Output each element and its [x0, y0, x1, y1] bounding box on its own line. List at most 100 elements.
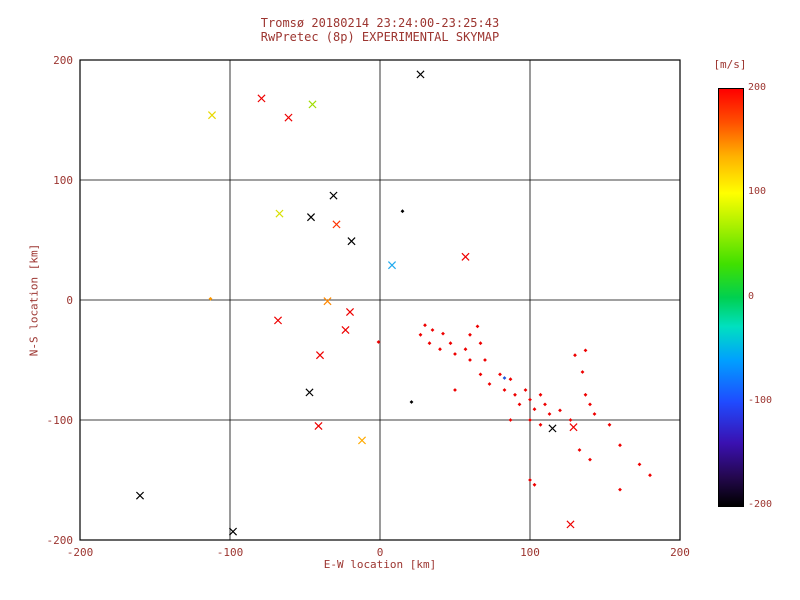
x-tick-label: -200: [67, 546, 94, 559]
colorbar-tick-label: -100: [748, 394, 773, 406]
data-point-dot: [637, 462, 642, 467]
data-point-cross: [323, 297, 332, 306]
data-point-dot: [427, 341, 432, 346]
colorbar-tick-label: 200: [748, 82, 767, 93]
data-point-dot: [568, 418, 573, 422]
data-point-dot: [430, 328, 435, 332]
data-point-dot: [508, 377, 513, 382]
y-axis-label: N-S location [km]: [27, 243, 41, 357]
data-point-dot: [538, 392, 543, 397]
data-point-dot: [409, 400, 414, 404]
data-point-dot: [438, 347, 442, 352]
y-tick-label: 100: [53, 174, 73, 187]
data-point-dot: [583, 348, 588, 353]
data-point-dot: [543, 402, 547, 407]
data-point-cross: [329, 191, 338, 200]
data-point-cross: [569, 423, 578, 432]
data-point-cross: [275, 209, 284, 218]
data-point-cross: [228, 527, 238, 536]
data-point-dot: [532, 482, 537, 487]
data-point-cross: [461, 252, 470, 261]
y-tick-label: -200: [47, 534, 74, 547]
data-point-dot: [592, 412, 597, 416]
data-point-dot: [483, 358, 487, 362]
data-point-dot: [547, 412, 552, 416]
y-tick-label: 200: [53, 54, 73, 67]
data-point-dot: [487, 382, 492, 386]
x-tick-label: 100: [520, 546, 540, 559]
plot-title: Tromsø 20180214 23:24:00-23:25:43: [260, 16, 500, 30]
data-point-dot: [508, 418, 513, 422]
data-point-dot: [502, 376, 507, 380]
data-point-cross: [332, 220, 341, 229]
data-point-cross: [315, 351, 325, 360]
data-point-dot: [528, 478, 532, 482]
data-point-dot: [376, 340, 381, 344]
data-point-cross: [207, 111, 217, 120]
x-axis-label: E-W location [km]: [323, 558, 437, 571]
data-point-dot: [208, 296, 213, 301]
data-point-cross: [341, 325, 350, 335]
data-point-dot: [418, 332, 423, 337]
data-point-dot: [502, 388, 507, 392]
data-point-dot: [441, 331, 445, 336]
data-point-dot: [448, 341, 453, 346]
data-point-dot: [523, 388, 528, 392]
data-point-dot: [463, 347, 468, 352]
data-point-cross: [273, 316, 283, 325]
data-point-dot: [607, 422, 612, 427]
data-point-dot: [498, 372, 502, 377]
data-point-dot: [618, 487, 622, 492]
x-tick-label: 0: [377, 546, 384, 559]
data-point-dot: [513, 392, 517, 397]
y-tick-label: 0: [66, 294, 73, 307]
data-point-cross: [305, 388, 314, 397]
data-point-cross: [416, 70, 425, 79]
colorbar-label: [m/s]: [713, 58, 747, 71]
colorbar-tick-label: -200: [748, 499, 773, 510]
x-tick-label: 200: [670, 546, 690, 559]
title-block: Tromsø 20180214 23:24:00-23:25:43 RwPret…: [80, 16, 680, 44]
data-point-cross: [345, 307, 355, 317]
data-point-cross: [347, 237, 356, 246]
data-point-dot: [400, 209, 405, 214]
data-point-dot: [618, 443, 622, 448]
data-point-dot: [580, 370, 585, 374]
data-point-cross: [135, 491, 145, 500]
data-point-dot: [528, 397, 532, 402]
data-point-cross: [387, 261, 397, 270]
data-point-dot: [453, 352, 457, 356]
data-point-dot: [573, 353, 577, 358]
data-point-dot: [558, 408, 562, 413]
data-point-cross: [308, 100, 317, 109]
data-point-dot: [583, 392, 588, 397]
data-point-dot: [588, 402, 592, 407]
data-point-dot: [528, 418, 532, 422]
colorbar-tick-label: 100: [748, 186, 767, 198]
y-tick-label: -100: [47, 414, 74, 427]
data-point-dot: [577, 448, 582, 452]
x-tick-label: -100: [217, 546, 244, 559]
data-point-dot: [517, 402, 522, 407]
data-point-dot: [478, 372, 483, 377]
data-point-dot: [588, 457, 592, 462]
colorbar-gradient: [718, 88, 744, 507]
data-point-cross: [548, 424, 557, 433]
data-point-dot: [468, 332, 472, 337]
data-point-cross: [357, 436, 367, 445]
data-point-dot: [648, 473, 652, 478]
data-point-cross: [284, 113, 293, 122]
data-point-dot: [478, 341, 483, 346]
data-point-dot: [453, 388, 457, 392]
colorbar-tick-label: 0: [748, 290, 755, 302]
data-point-dot: [468, 358, 472, 362]
data-point-cross: [257, 94, 266, 103]
data-point-dot: [538, 422, 543, 427]
data-point-cross: [314, 421, 323, 431]
data-point-cross: [566, 520, 575, 529]
plot-border: [79, 59, 681, 541]
data-point-dot: [532, 407, 537, 412]
data-point-dot: [423, 323, 427, 328]
